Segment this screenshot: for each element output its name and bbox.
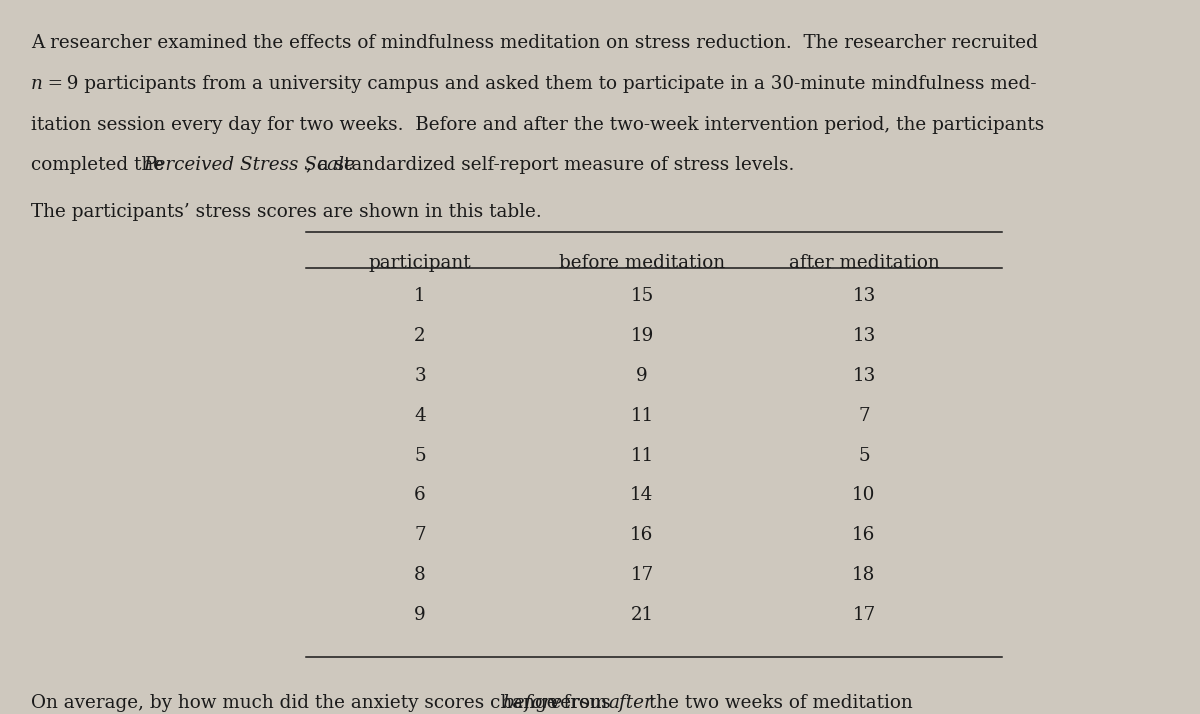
Text: 11: 11 — [630, 446, 654, 465]
Text: before meditation: before meditation — [559, 253, 725, 271]
Text: 18: 18 — [852, 566, 876, 584]
Text: = 9 participants from a university campus and asked them to participate in a 30-: = 9 participants from a university campu… — [43, 75, 1037, 93]
Text: after meditation: after meditation — [788, 253, 940, 271]
Text: A researcher examined the effects of mindfulness meditation on stress reduction.: A researcher examined the effects of min… — [31, 34, 1038, 52]
Text: 13: 13 — [852, 327, 876, 345]
Text: 13: 13 — [852, 287, 876, 305]
Text: On average, by how much did the anxiety scores change from: On average, by how much did the anxiety … — [31, 693, 613, 712]
Text: the two weeks of meditation: the two weeks of meditation — [643, 693, 913, 712]
Text: Perceived Stress Scale: Perceived Stress Scale — [143, 156, 355, 174]
Text: The participants’ stress scores are shown in this table.: The participants’ stress scores are show… — [31, 203, 542, 221]
Text: 3: 3 — [414, 367, 426, 385]
Text: itation session every day for two weeks.  Before and after the two-week interven: itation session every day for two weeks.… — [31, 116, 1044, 134]
Text: 5: 5 — [858, 446, 870, 465]
Text: 9: 9 — [414, 606, 426, 624]
Text: after: after — [608, 693, 653, 712]
Text: 7: 7 — [414, 526, 426, 544]
Text: 19: 19 — [630, 327, 654, 345]
Text: 21: 21 — [630, 606, 654, 624]
Text: 13: 13 — [852, 367, 876, 385]
Text: 5: 5 — [414, 446, 426, 465]
Text: 15: 15 — [630, 287, 654, 305]
Text: 14: 14 — [630, 486, 654, 504]
Text: 10: 10 — [852, 486, 876, 504]
Text: before: before — [502, 693, 562, 712]
Text: 8: 8 — [414, 566, 426, 584]
Text: completed the: completed the — [31, 156, 170, 174]
Text: 16: 16 — [852, 526, 876, 544]
Text: , a standardized self-report measure of stress levels.: , a standardized self-report measure of … — [306, 156, 794, 174]
Text: 7: 7 — [858, 407, 870, 425]
Text: 16: 16 — [630, 526, 654, 544]
Text: n: n — [31, 75, 43, 93]
Text: participant: participant — [368, 253, 472, 271]
Text: 17: 17 — [852, 606, 876, 624]
Text: 6: 6 — [414, 486, 426, 504]
Text: versus: versus — [544, 693, 617, 712]
Text: 17: 17 — [630, 566, 654, 584]
Text: 1: 1 — [414, 287, 426, 305]
Text: 2: 2 — [414, 327, 426, 345]
Text: 9: 9 — [636, 367, 648, 385]
Text: 4: 4 — [414, 407, 426, 425]
Text: 11: 11 — [630, 407, 654, 425]
